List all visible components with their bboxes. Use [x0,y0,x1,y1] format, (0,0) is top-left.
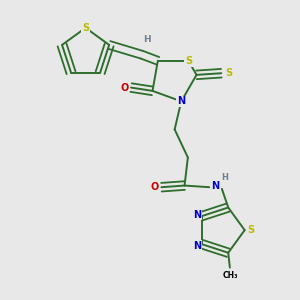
Text: N: N [193,209,201,220]
Text: N: N [177,96,185,106]
Text: H: H [222,173,229,182]
Text: S: S [185,56,192,66]
Text: N: N [193,241,201,251]
Text: O: O [150,182,158,192]
Text: CH₃: CH₃ [222,272,238,280]
Text: S: S [82,23,89,33]
Text: S: S [225,68,232,78]
Text: N: N [211,181,219,190]
Text: S: S [248,225,255,235]
Text: H: H [143,35,151,44]
Text: O: O [120,82,129,93]
